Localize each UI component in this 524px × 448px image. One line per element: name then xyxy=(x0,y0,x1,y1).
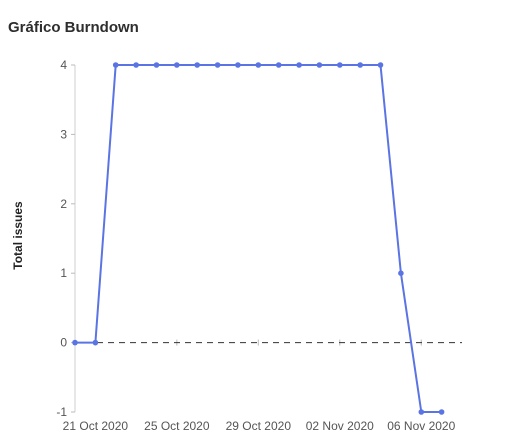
axes-layer: -1 0 1 2 3 4 21 Oct 2020 25 Oct 2020 29 Oct 2020… xyxy=(56,58,455,433)
data-point[interactable] xyxy=(153,62,160,68)
x-tick-label: 06 Nov 2020 xyxy=(387,419,455,433)
data-point[interactable] xyxy=(255,62,262,68)
y-tick-label: 1 xyxy=(60,266,67,280)
x-tick-label: 29 Oct 2020 xyxy=(226,419,292,433)
data-point[interactable] xyxy=(377,62,384,68)
x-tick-label: 21 Oct 2020 xyxy=(63,419,129,433)
data-point[interactable] xyxy=(296,62,302,68)
y-tick-label: 3 xyxy=(60,127,67,141)
data-point[interactable] xyxy=(235,62,241,68)
y-tick-label: 2 xyxy=(60,197,67,211)
data-point[interactable] xyxy=(112,62,119,68)
data-point[interactable] xyxy=(92,339,99,346)
series-layer xyxy=(72,62,445,415)
x-tick-label: 02 Nov 2020 xyxy=(306,419,374,433)
data-point[interactable] xyxy=(72,339,78,346)
data-point[interactable] xyxy=(133,62,139,68)
data-point[interactable] xyxy=(194,62,200,68)
y-tick-label: -1 xyxy=(56,405,67,419)
series-line xyxy=(75,64,442,413)
data-point[interactable] xyxy=(174,62,180,68)
data-point[interactable] xyxy=(398,270,404,277)
data-point[interactable] xyxy=(418,409,425,415)
data-point[interactable] xyxy=(357,62,364,68)
data-point[interactable] xyxy=(337,62,343,68)
data-point[interactable] xyxy=(275,62,282,68)
data-point[interactable] xyxy=(316,62,323,68)
y-tick-label: 0 xyxy=(60,336,67,350)
data-point[interactable] xyxy=(438,409,445,415)
y-tick-label: 4 xyxy=(60,58,67,72)
data-point[interactable] xyxy=(214,62,221,68)
chart-title: Gráfico Burndown xyxy=(8,19,139,36)
x-tick-label: 25 Oct 2020 xyxy=(144,419,210,433)
y-axis-title: Total issues xyxy=(11,201,25,270)
